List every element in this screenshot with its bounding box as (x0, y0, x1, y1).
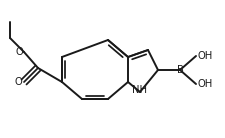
Text: O: O (15, 47, 23, 57)
Text: OH: OH (197, 79, 212, 89)
Text: OH: OH (197, 51, 212, 61)
Text: O: O (14, 77, 22, 87)
Text: B: B (176, 65, 183, 75)
Text: NH: NH (132, 85, 147, 95)
